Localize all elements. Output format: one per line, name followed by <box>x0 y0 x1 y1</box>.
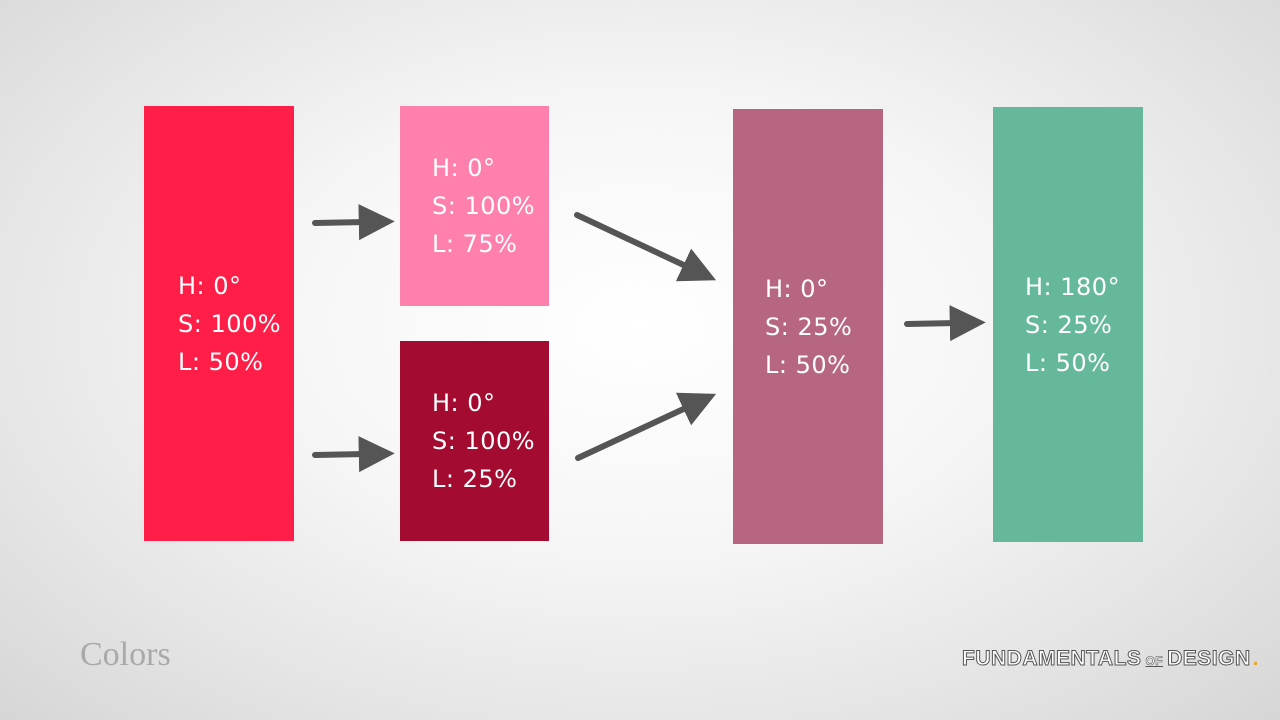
arrow-icon <box>312 436 395 473</box>
hue-label: H: 0° <box>432 389 496 417</box>
brand-word-of: OF <box>1145 654 1164 669</box>
color-box-muted-rose: H: 0° S: 25% L: 50% <box>733 109 883 544</box>
lightness-label: L: 50% <box>1025 348 1111 377</box>
hue-label: H: 0° <box>432 154 496 182</box>
lightness-label: L: 50% <box>765 350 851 379</box>
lightness-label: L: 75% <box>432 230 518 258</box>
brand-word-design: DESIGN <box>1167 647 1251 671</box>
color-box-dark-red: H: 0° S: 100% L: 25% <box>400 341 549 541</box>
color-box-light-pink: H: 0° S: 100% L: 75% <box>400 106 549 306</box>
saturation-label: S: 100% <box>432 192 536 220</box>
arrow-icon <box>312 204 395 241</box>
slide-title: Colors <box>80 636 171 673</box>
saturation-label: S: 25% <box>765 312 853 341</box>
arrow-icon <box>574 212 717 282</box>
hue-label: H: 180° <box>1025 272 1121 301</box>
arrow-icon <box>904 305 986 342</box>
lightness-label: L: 50% <box>178 347 264 376</box>
arrow-icon <box>575 392 717 461</box>
hue-label: H: 0° <box>178 271 242 300</box>
color-box-green: H: 180° S: 25% L: 50% <box>993 107 1143 542</box>
color-box-red: H: 0° S: 100% L: 50% <box>144 106 294 541</box>
lightness-label: L: 25% <box>432 465 518 493</box>
brand-logo: FUNDAMENTALS OF DESIGN . <box>961 647 1259 671</box>
brand-dot: . <box>1252 647 1259 670</box>
brand-word-fundamentals: FUNDAMENTALS <box>961 647 1142 671</box>
saturation-label: S: 100% <box>178 309 282 338</box>
hue-label: H: 0° <box>765 274 829 303</box>
saturation-label: S: 100% <box>432 427 536 455</box>
saturation-label: S: 25% <box>1025 310 1113 339</box>
